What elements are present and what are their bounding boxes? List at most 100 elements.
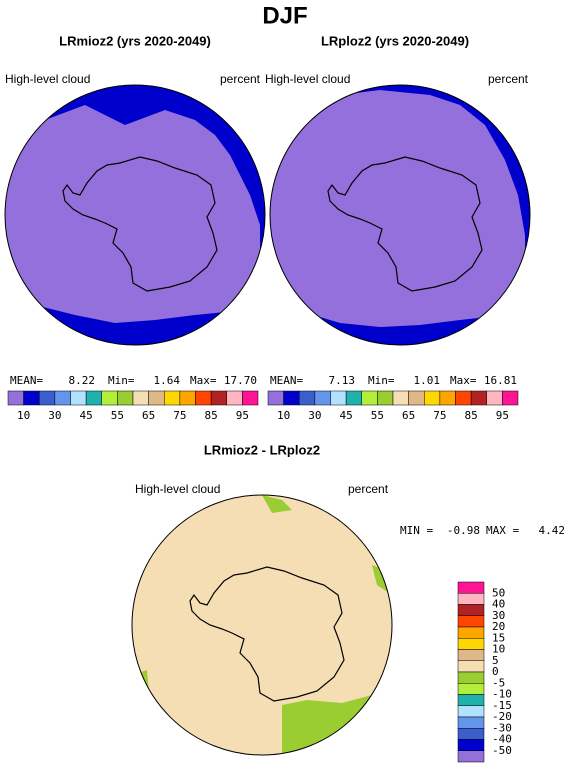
colorbar-box bbox=[148, 390, 165, 406]
colorbar-label: 55 bbox=[111, 409, 124, 422]
colorbar-label: -50 bbox=[492, 744, 512, 757]
colorbar-box bbox=[457, 728, 485, 740]
colorbar-box bbox=[117, 390, 134, 406]
colorbar-box bbox=[179, 390, 196, 406]
stat: 8.22 bbox=[69, 374, 96, 387]
colorbar-box bbox=[439, 390, 456, 406]
units-label: percent bbox=[348, 482, 389, 496]
colorbar-box bbox=[486, 390, 503, 406]
colorbar-box bbox=[457, 705, 485, 718]
colorbar-box bbox=[70, 390, 87, 406]
colorbar-box bbox=[39, 390, 56, 406]
colorbar-box bbox=[85, 390, 102, 406]
colorbar-label: 95 bbox=[236, 409, 249, 422]
colorbar-label: 10 bbox=[17, 409, 30, 422]
colorbar-box bbox=[502, 390, 519, 406]
colorbar-label: 65 bbox=[402, 409, 415, 422]
colorbar-box bbox=[457, 649, 485, 661]
colorbar-label: 85 bbox=[205, 409, 218, 422]
colorbar-box bbox=[457, 660, 485, 673]
colorbar-label: 45 bbox=[340, 409, 353, 422]
units-label: percent bbox=[488, 72, 529, 86]
stat: 1.64 bbox=[154, 374, 181, 387]
colorbar-box bbox=[226, 390, 243, 406]
colorbar-box bbox=[54, 390, 71, 406]
stat: Min= bbox=[108, 374, 135, 387]
colorbar-label: -20 bbox=[492, 710, 512, 723]
colorbar-box bbox=[392, 390, 409, 406]
colorbar-label: 30 bbox=[48, 409, 61, 422]
colorbar-box bbox=[164, 390, 181, 406]
map bbox=[131, 494, 393, 756]
colorbar-box bbox=[424, 390, 441, 406]
colorbar-label: 45 bbox=[80, 409, 93, 422]
map bbox=[4, 84, 266, 346]
colorbar-box bbox=[457, 694, 485, 706]
colorbar-label: 40 bbox=[492, 598, 505, 611]
colorbar-label: 30 bbox=[492, 609, 505, 622]
stat: 17.70 bbox=[224, 374, 257, 387]
colorbar-box bbox=[457, 615, 485, 628]
variable-label: High-level cloud bbox=[5, 72, 90, 86]
colorbar-box bbox=[457, 739, 485, 751]
colorbar-box bbox=[455, 390, 472, 406]
colorbar-box bbox=[132, 390, 149, 406]
colorbar-label: 15 bbox=[492, 631, 505, 644]
colorbar-box bbox=[457, 626, 485, 639]
stat: 16.81 bbox=[484, 374, 517, 387]
colorbar-box bbox=[457, 638, 485, 650]
colorbar-label: 75 bbox=[173, 409, 186, 422]
colorbar-box bbox=[457, 581, 485, 594]
colorbar-label: -10 bbox=[492, 688, 512, 701]
colorbar-box bbox=[7, 390, 24, 406]
colorbar-box bbox=[210, 390, 227, 406]
colorbar-box bbox=[195, 390, 212, 406]
stat: 1.01 bbox=[414, 374, 441, 387]
colorbar-label: 85 bbox=[465, 409, 478, 422]
colorbar-label: 10 bbox=[277, 409, 290, 422]
colorbar-box bbox=[457, 671, 485, 684]
colorbar-label: -5 bbox=[492, 676, 505, 689]
colorbar-label: 10 bbox=[492, 643, 505, 656]
colorbar-box bbox=[457, 716, 485, 729]
colorbar-label: 30 bbox=[308, 409, 321, 422]
colorbar-label: 75 bbox=[433, 409, 446, 422]
stat: MEAN= bbox=[10, 374, 43, 387]
colorbar-box bbox=[267, 390, 284, 406]
colorbar-box bbox=[457, 750, 485, 763]
colorbar-box bbox=[470, 390, 487, 406]
colorbar-label: -15 bbox=[492, 699, 512, 712]
colorbar-box bbox=[283, 390, 300, 406]
panel-title: LRmioz2 - LRploz2 bbox=[204, 442, 320, 457]
stat: Min= bbox=[368, 374, 395, 387]
colorbar-label: 95 bbox=[496, 409, 509, 422]
colorbar-box bbox=[361, 390, 378, 406]
colorbar-box bbox=[457, 604, 485, 616]
stat: Max= bbox=[190, 374, 217, 387]
figure-title: DJF bbox=[262, 2, 307, 29]
colorbar-label: 5 bbox=[492, 654, 499, 667]
colorbar-box bbox=[457, 683, 485, 695]
stat: -0.98 bbox=[447, 524, 480, 537]
colorbar-box bbox=[314, 390, 331, 406]
colorbar-box bbox=[330, 390, 347, 406]
colorbar-box bbox=[299, 390, 316, 406]
colorbar-box bbox=[101, 390, 118, 406]
units-label: percent bbox=[220, 72, 261, 86]
stat: MEAN= bbox=[270, 374, 303, 387]
colorbar-box bbox=[242, 390, 259, 406]
variable-label: High-level cloud bbox=[265, 72, 350, 86]
colorbar-label: -40 bbox=[492, 733, 512, 746]
colorbar-box bbox=[457, 593, 485, 605]
colorbar-label: 55 bbox=[371, 409, 384, 422]
variable-label: High-level cloud bbox=[135, 482, 220, 496]
colorbar-label: -30 bbox=[492, 721, 512, 734]
colorbar-box bbox=[345, 390, 362, 406]
colorbar-box bbox=[23, 390, 40, 406]
stat: 4.42 bbox=[539, 524, 566, 537]
colorbar-label: 0 bbox=[492, 665, 499, 678]
panel-title: LRmioz2 (yrs 2020-2049) bbox=[59, 33, 211, 48]
map bbox=[269, 84, 531, 346]
stat: Max= bbox=[450, 374, 477, 387]
stat: 7.13 bbox=[329, 374, 356, 387]
